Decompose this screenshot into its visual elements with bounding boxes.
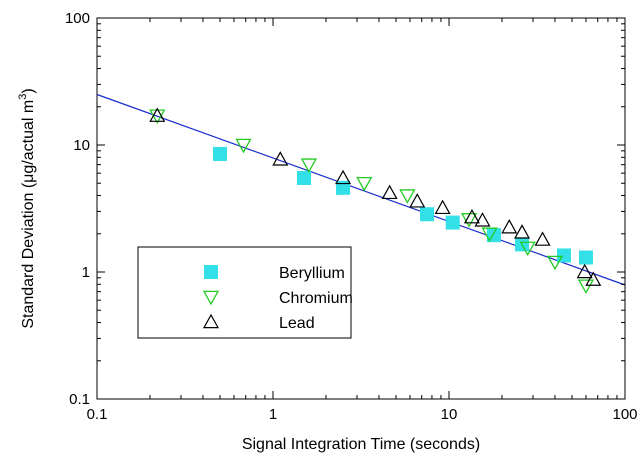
legend-marker-beryllium (204, 265, 218, 279)
x-tick-label: 0.1 (87, 406, 108, 423)
lead-point (578, 265, 592, 278)
legend-label-beryllium: Beryllium (279, 265, 345, 282)
beryllium-point (297, 171, 311, 185)
x-tick-label: 10 (441, 406, 458, 423)
beryllium-point (213, 147, 227, 161)
x-tick-label: 100 (612, 406, 637, 423)
beryllium-point (446, 216, 460, 230)
plot-frame (97, 18, 625, 399)
y-axis-title-mu: μ (20, 174, 37, 183)
chromium-point (400, 190, 414, 203)
beryllium-point (579, 251, 593, 265)
y-axis-title-suffix: ) (20, 88, 37, 93)
y-tick-label: 100 (65, 10, 90, 27)
y-tick-label: 10 (73, 137, 90, 154)
y-axis-title-prefix: Standard Deviation ( (20, 182, 37, 329)
lead-point (586, 273, 600, 286)
axis-ticks (97, 18, 625, 399)
x-axis-title: Signal Integration Time (seconds) (242, 436, 480, 453)
legend: Beryllium Chromium Lead (138, 247, 353, 338)
chromium-point (579, 280, 593, 293)
lead-point (536, 233, 550, 246)
lead-point (410, 194, 424, 207)
legend-label-chromium: Chromium (279, 290, 353, 307)
beryllium-point (336, 181, 350, 195)
beryllium-point (420, 207, 434, 221)
lead-point (502, 220, 516, 233)
y-axis-title: Standard Deviation (μg/actual m3) (17, 88, 37, 328)
y-tick-label: 0.1 (69, 391, 90, 408)
lead-point (515, 225, 529, 238)
lead-point (436, 201, 450, 214)
y-axis-title-unit: g/actual m (20, 100, 37, 174)
chromium-point (357, 178, 371, 191)
plot-area-border (97, 18, 625, 399)
y-tick-label: 1 (82, 264, 90, 281)
lead-point (383, 186, 397, 199)
legend-label-lead: Lead (279, 315, 315, 332)
x-tick-label: 1 (269, 406, 277, 423)
axis-tick-labels: 0.1 1 10 100 0.1 1 10 100 (65, 10, 638, 423)
